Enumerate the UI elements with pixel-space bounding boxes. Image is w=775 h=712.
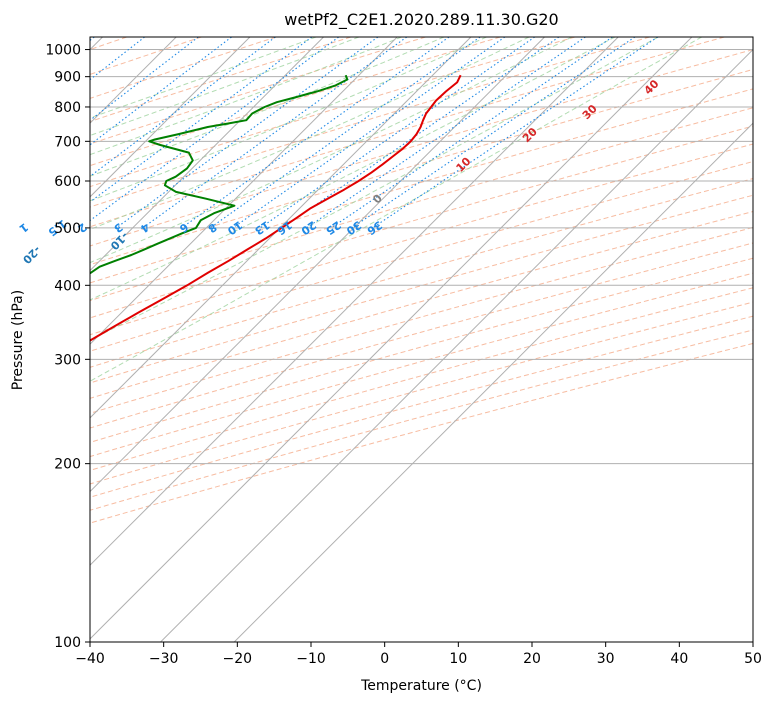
isotherm-line bbox=[90, 37, 251, 198]
dry-adiabat-line bbox=[90, 342, 753, 524]
dry-adiabat-line bbox=[90, 68, 753, 266]
y-tick-label: 800 bbox=[54, 100, 81, 116]
dry-adiabat-line bbox=[90, 161, 753, 352]
isotherm-label: -20 bbox=[20, 243, 43, 266]
dry-adiabat-line bbox=[90, 37, 725, 228]
y-axis-label: Pressure (hPa) bbox=[10, 289, 26, 391]
profile-lines bbox=[90, 74, 462, 342]
mixing-ratio-line bbox=[306, 37, 586, 229]
mixing-ratio-line bbox=[90, 37, 199, 121]
dry-adiabat-line bbox=[90, 272, 753, 458]
isotherm-label-bg bbox=[22, 245, 42, 265]
mixing-ratio-line bbox=[90, 37, 339, 222]
dry-adiabat-line bbox=[90, 37, 501, 167]
axis-ticks: −40 −30 −20 −10 0 10 20 30 40 50 100 200 300 400 500 60… bbox=[45, 43, 762, 667]
dry-adiabat-line bbox=[90, 226, 753, 414]
isotherm-line bbox=[90, 37, 693, 640]
dry-adiabat-line bbox=[90, 211, 753, 399]
y-tick-label: 1000 bbox=[45, 43, 81, 59]
x-tick-label: −20 bbox=[223, 651, 253, 667]
x-tick-label: −30 bbox=[149, 651, 179, 667]
dry-adiabat-line bbox=[90, 125, 753, 319]
mixing-ratio-line bbox=[232, 37, 506, 229]
mixing-ratio-line bbox=[181, 37, 450, 229]
moist-adiabat-line bbox=[90, 37, 659, 341]
x-tick-label: 20 bbox=[523, 651, 541, 667]
isotherm-line bbox=[90, 37, 619, 566]
x-tick-label: −10 bbox=[296, 651, 326, 667]
x-tick-label: 0 bbox=[380, 651, 389, 667]
y-tick-label: 700 bbox=[54, 134, 81, 150]
moist-adiabat-line bbox=[90, 37, 487, 202]
y-tick-label: 600 bbox=[54, 174, 81, 190]
y-tick-label: 900 bbox=[54, 70, 81, 86]
dry-adiabat-line bbox=[90, 287, 753, 471]
mixing-ratio-line bbox=[330, 37, 613, 229]
dry-adiabat-line bbox=[90, 37, 576, 188]
dewpoint-profile-line bbox=[90, 74, 349, 275]
mixing-ratio-line bbox=[90, 37, 95, 42]
mixing-ratio-line bbox=[372, 37, 659, 229]
moist-adiabat-line bbox=[90, 37, 317, 119]
isotherm-line bbox=[90, 37, 398, 345]
y-tick-label: 500 bbox=[54, 221, 81, 237]
isotherm-label-bg bbox=[109, 231, 130, 251]
y-tick-label: 400 bbox=[54, 278, 81, 294]
background-lines bbox=[90, 37, 753, 642]
dry-adiabat-line bbox=[90, 37, 351, 123]
dry-adiabat-line bbox=[90, 301, 753, 485]
y-tick-label: 300 bbox=[54, 352, 81, 368]
temperature-profile-line bbox=[90, 74, 462, 342]
moist-adiabat-line bbox=[90, 37, 573, 264]
y-tick-label: 100 bbox=[54, 635, 81, 651]
mixing-ratio-line bbox=[90, 37, 313, 203]
dry-adiabat-line bbox=[90, 257, 753, 443]
isotherm-line bbox=[90, 37, 472, 419]
moist-adiabat-line bbox=[90, 37, 702, 382]
mixing-ratio-line bbox=[90, 37, 276, 178]
x-tick-label: −40 bbox=[75, 651, 105, 667]
isotherm-line bbox=[90, 37, 545, 493]
plot-frame bbox=[89, 36, 754, 643]
mixing-ratio-line bbox=[209, 37, 481, 229]
moist-adiabat-line bbox=[90, 37, 530, 231]
isotherm-line bbox=[160, 48, 753, 642]
x-tick-label: 10 bbox=[449, 651, 467, 667]
mixing-ratio-label: 1 bbox=[17, 220, 31, 235]
dry-adiabat-line bbox=[90, 329, 753, 511]
mixing-ratio-line bbox=[351, 37, 636, 229]
dry-adiabat-line bbox=[90, 107, 753, 302]
chart-title: wetPf2_C2E1.2020.289.11.30.G20 bbox=[284, 10, 559, 29]
x-tick-label: 50 bbox=[744, 651, 762, 667]
moist-adiabat-line bbox=[90, 37, 616, 301]
x-tick-label: 40 bbox=[670, 651, 688, 667]
x-axis-label: Temperature (°C) bbox=[361, 678, 482, 694]
y-tick-label: 200 bbox=[54, 457, 81, 473]
moist-adiabat-line bbox=[90, 37, 360, 137]
x-tick-label: 30 bbox=[597, 651, 615, 667]
dry-adiabat-line bbox=[90, 242, 753, 429]
dry-adiabat-line bbox=[90, 315, 753, 498]
isotherm-line bbox=[90, 37, 324, 272]
isotherm-line bbox=[233, 122, 753, 642]
mixing-ratio-line bbox=[90, 37, 232, 146]
